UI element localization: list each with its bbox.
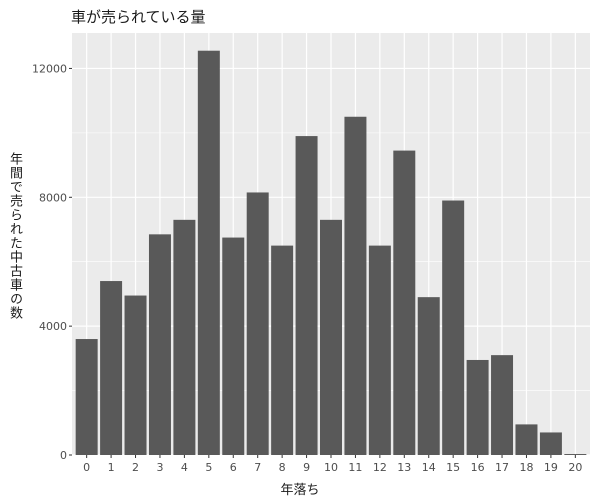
- y-axis-label: 年間で売られた中古車の数: [7, 152, 22, 320]
- y-tick-label: 4000: [39, 320, 67, 333]
- bar-0: [75, 339, 98, 455]
- bar-15: [442, 200, 465, 455]
- x-tick-label: 14: [422, 461, 436, 474]
- x-tick-label: 2: [132, 461, 139, 474]
- bar-3: [148, 234, 171, 455]
- y-tick-label: 8000: [39, 191, 67, 204]
- bar-13: [393, 150, 416, 456]
- x-tick-label: 12: [373, 461, 387, 474]
- x-tick-label: 3: [156, 461, 163, 474]
- bar-6: [222, 237, 245, 455]
- bar-11: [344, 116, 367, 455]
- x-tick-label: 4: [181, 461, 188, 474]
- x-tick-label: 7: [254, 461, 261, 474]
- x-tick-label: 5: [205, 461, 212, 474]
- y-tick-label: 0: [60, 449, 67, 462]
- x-tick-label: 6: [230, 461, 237, 474]
- bar-2: [124, 295, 147, 455]
- bar-18: [515, 424, 538, 455]
- bar-20: [564, 454, 587, 455]
- y-tick-label: 12000: [32, 62, 67, 75]
- x-tick-label: 9: [303, 461, 310, 474]
- x-axis-label: 年落ち: [280, 483, 320, 498]
- bar-5: [197, 50, 220, 455]
- bar-7: [246, 192, 269, 455]
- x-tick-label: 0: [83, 461, 90, 474]
- x-tick-label: 19: [544, 461, 558, 474]
- chart-title: 車が売られている量: [71, 8, 206, 26]
- bar-9: [295, 136, 318, 455]
- bar-1: [100, 281, 123, 455]
- x-tick-label: 11: [348, 461, 362, 474]
- bar-19: [539, 432, 562, 455]
- bar-8: [271, 245, 294, 455]
- x-tick-label: 10: [324, 461, 338, 474]
- x-tick-label: 1: [108, 461, 115, 474]
- bar-17: [491, 355, 514, 455]
- bar-14: [417, 297, 440, 455]
- bar-16: [466, 359, 489, 455]
- x-tick-label: 18: [519, 461, 533, 474]
- bar-12: [368, 245, 391, 455]
- x-tick-label: 17: [495, 461, 509, 474]
- bar-4: [173, 219, 196, 455]
- x-tick-label: 20: [568, 461, 582, 474]
- bar-10: [320, 219, 342, 455]
- x-tick-label: 16: [471, 461, 485, 474]
- x-tick-label: 8: [279, 461, 286, 474]
- x-tick-label: 13: [397, 461, 411, 474]
- x-tick-label: 15: [446, 461, 460, 474]
